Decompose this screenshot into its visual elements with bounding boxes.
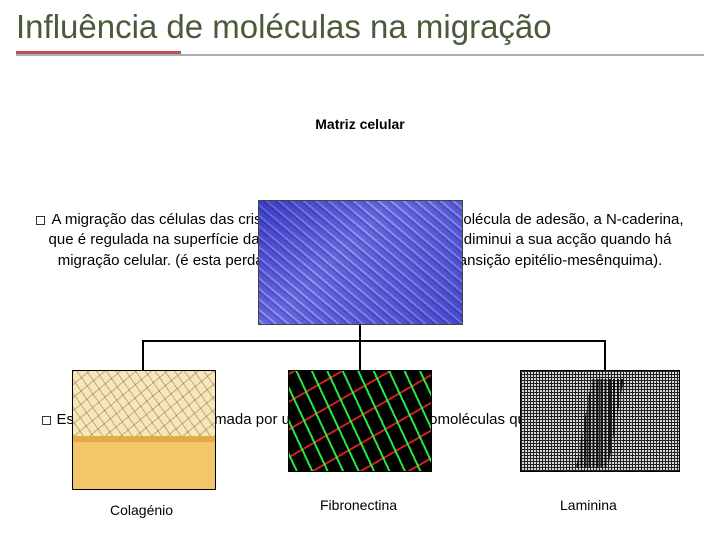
title-underline [0,51,720,56]
bullet-icon [36,216,45,225]
matrix-label: Matriz celular [0,116,720,132]
connector-line [604,340,606,370]
connector-line [142,340,606,342]
connector-line [359,340,361,370]
image-matrix [258,200,463,325]
image-fibronectina [288,370,432,472]
bullet-icon [42,416,51,425]
title-underline-base [16,54,704,56]
caption-fibronectina: Fibronectina [320,497,397,513]
caption-colagenio: Colagénio [110,502,173,518]
caption-laminina: Laminina [560,497,617,513]
image-laminina [520,370,680,472]
image-colagenio [72,370,216,490]
connector-line [142,340,144,370]
slide-title: Influência de moléculas na migração [0,0,720,51]
